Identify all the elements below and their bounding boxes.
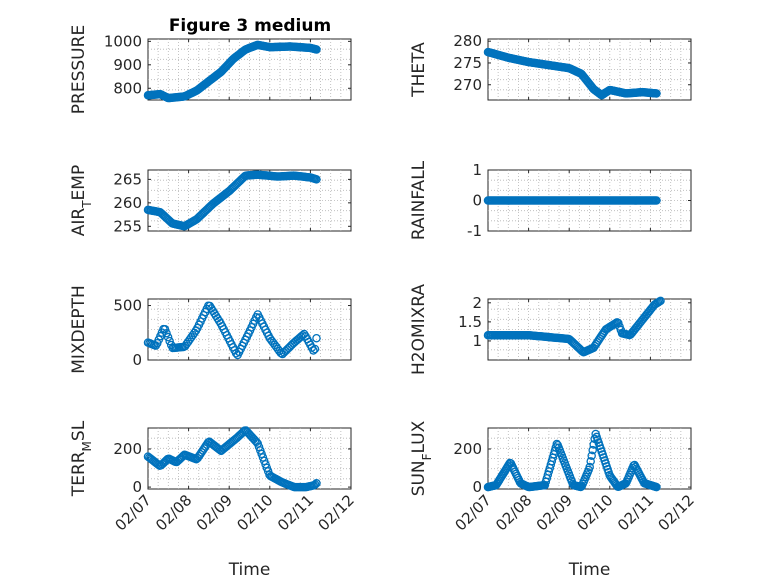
y-axis-label: RAINFALL (409, 160, 429, 240)
x-tick-label: 02/12 (315, 491, 358, 534)
data-point (587, 451, 596, 460)
y-tick-label: 1 (472, 161, 482, 179)
x-tick-label: 02/07 (452, 491, 495, 534)
y-tick-label: 900 (113, 56, 142, 74)
data-point (312, 175, 321, 184)
x-tick-label: 02/07 (112, 491, 155, 534)
data-point (310, 480, 320, 489)
x-tick-label: 02/09 (193, 491, 236, 534)
y-tick-label: 800 (113, 79, 142, 97)
x-tick-label: 02/08 (492, 491, 535, 534)
y-tick-label: 500 (113, 297, 142, 315)
y-tick-label: 280 (453, 32, 482, 50)
y-axis-label: TERRMSL (69, 420, 94, 497)
data-point (162, 328, 171, 338)
x-tick-label: 02/12 (655, 491, 698, 534)
y-tick-label: 0 (472, 192, 482, 210)
data-point (652, 89, 661, 98)
y-tick-label: 265 (113, 170, 142, 188)
panel-rainfall: -1 0 1 RAINFALL (409, 160, 692, 240)
data-point (312, 45, 321, 54)
y-tick-label: 270 (453, 76, 482, 94)
data-point (312, 333, 321, 343)
data-point (652, 196, 661, 205)
x-axis-label: Time (228, 560, 271, 580)
y-tick-label: 1 (472, 332, 482, 350)
x-tick-label: 02/10 (573, 491, 616, 534)
x-axis-label: Time (568, 560, 611, 580)
panel-theta: 270 275 280 THETA (409, 32, 692, 101)
data-point (163, 332, 173, 342)
x-tick-label: 02/11 (274, 491, 317, 534)
y-tick-label: 1000 (104, 32, 142, 50)
y-tick-label: 275 (453, 54, 482, 72)
y-tick-label: 200 (453, 440, 482, 458)
panel-mixdepth: 0 500 MIXDEPTH (69, 285, 352, 374)
y-tick-label: 260 (113, 194, 142, 212)
data-point (160, 325, 170, 334)
x-tick-label: 02/11 (614, 491, 657, 534)
data-point (310, 344, 320, 354)
data-point (309, 346, 318, 355)
x-tick-label: 02/09 (533, 491, 576, 534)
data-point (652, 482, 661, 492)
y-tick-label: 0 (132, 478, 142, 496)
y-tick-label: 1.5 (458, 313, 482, 331)
x-tick-label: 02/10 (233, 491, 276, 534)
data-point (252, 437, 261, 447)
y-axis-label: SUNFLUX (409, 420, 434, 496)
y-axis-label: THETA (409, 42, 429, 98)
y-tick-label: 0 (472, 478, 482, 496)
data-point (165, 336, 174, 346)
panel-h2omixra: 11.52 H2OMIXRA (409, 284, 692, 375)
data-point (588, 445, 597, 455)
data-point (656, 296, 665, 306)
y-axis-label: AIRTEMP (69, 165, 94, 236)
data-point (585, 462, 594, 472)
data-point (586, 457, 595, 466)
y-tick-label: 200 (113, 440, 142, 458)
y-axis-label: H2OMIXRA (409, 284, 429, 375)
y-tick-label: 255 (113, 217, 142, 235)
x-tick-label: 02/08 (152, 491, 195, 534)
panel-air-temp: 255 260 265 AIRTEMP (69, 165, 352, 236)
chart-title: Figure 3 medium (169, 16, 331, 36)
y-tick-label: 0 (132, 351, 142, 369)
data-point (215, 445, 225, 455)
y-axis-label: MIXDEPTH (69, 285, 89, 374)
panel-pressure: 800 900 1000 PRESSURE (69, 25, 352, 114)
y-tick-label: 2 (472, 294, 482, 312)
y-tick-label: -1 (467, 222, 482, 240)
data-point (312, 479, 321, 488)
y-axis-label: PRESSURE (69, 25, 89, 114)
data-point (202, 440, 212, 449)
